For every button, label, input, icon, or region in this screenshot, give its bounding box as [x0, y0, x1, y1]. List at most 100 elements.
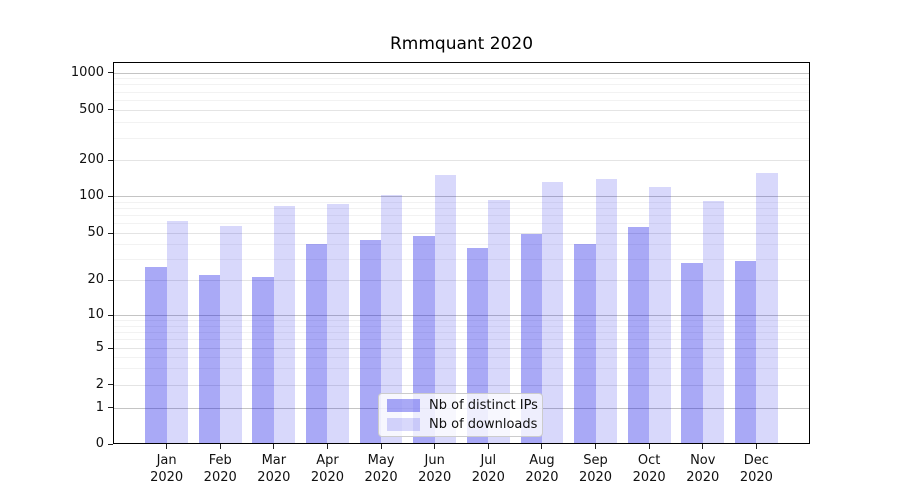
bar-downloads-jul [488, 199, 510, 443]
y-tick-mark [108, 279, 113, 281]
x-tick-label: Aug 2020 [525, 453, 559, 485]
bar-distinct-ips-jun [413, 236, 435, 443]
y-tick-mark [108, 195, 113, 197]
y-tick-label: 500 [79, 101, 104, 117]
y-tick-mark [108, 443, 113, 445]
gridline-minor [114, 259, 809, 261]
x-tick-mark [380, 444, 382, 449]
x-tick-mark [219, 444, 221, 449]
bar-downloads-apr [327, 204, 349, 443]
y-tick-label: 50 [87, 225, 104, 240]
y-tick-label: 1000 [70, 64, 104, 80]
gridline-major [114, 315, 809, 316]
x-tick-mark [702, 444, 704, 449]
y-tick-mark [108, 72, 113, 73]
bar-distinct-ips-jan [145, 266, 167, 443]
y-tick-mark [108, 109, 113, 110]
y-tick-label: 1 [95, 399, 104, 415]
gridline-minor [114, 84, 809, 86]
gridline-minor [114, 331, 809, 333]
bar-distinct-ips-feb [198, 275, 221, 443]
legend-item-distinct-ips: Nb of distinct IPs [387, 398, 542, 414]
x-tick-mark [326, 444, 328, 449]
y-tick-label: 200 [79, 152, 104, 167]
bar-downloads-dec [756, 173, 778, 443]
legend-swatch-distinct-ips [387, 399, 420, 412]
chart-title: Rmmquant 2020 [389, 34, 534, 54]
legend-item-downloads: Nb of downloads [387, 417, 542, 433]
x-tick-mark [434, 444, 436, 449]
y-tick-mark [108, 407, 113, 408]
x-tick-label: May 2020 [364, 453, 398, 485]
bar-distinct-ips-oct [627, 226, 650, 443]
gridline-minor [114, 356, 809, 358]
x-tick-label: Jun 2020 [418, 453, 452, 485]
y-tick-label: 20 [87, 272, 104, 287]
x-tick-mark [487, 444, 489, 449]
gridline-sub [114, 348, 809, 349]
x-tick-mark [755, 444, 757, 449]
legend-label-distinct-ips: Nb of distinct IPs [429, 398, 538, 413]
bar-distinct-ips-nov [681, 262, 703, 443]
gridline-minor [114, 368, 809, 370]
y-tick-mark [108, 159, 113, 161]
legend-label-downloads: Nb of downloads [429, 417, 538, 432]
bar-distinct-ips-may [359, 239, 382, 443]
y-tick-label: 0 [95, 436, 104, 451]
bar-downloads-oct [649, 186, 671, 443]
x-tick-mark [273, 444, 275, 449]
y-tick-label: 5 [95, 340, 104, 355]
gridline-minor [114, 244, 809, 246]
x-tick-label: Oct 2020 [632, 453, 666, 485]
gridline-minor [114, 99, 809, 101]
x-tick-mark [541, 444, 543, 449]
gridline-minor [114, 207, 809, 209]
x-tick-label: Nov 2020 [686, 453, 720, 485]
gridline-minor [114, 201, 809, 203]
bar-downloads-feb [220, 226, 242, 443]
bar-distinct-ips-dec [734, 260, 757, 443]
y-tick-label: 10 [87, 307, 104, 322]
x-tick-label: Apr 2020 [310, 453, 344, 485]
bar-downloads-may [381, 195, 403, 443]
legend-swatch-downloads [387, 418, 420, 431]
gridline-minor [114, 339, 809, 341]
gridline-sub [114, 109, 809, 111]
bar-downloads-nov [702, 201, 725, 443]
gridline-sub [114, 280, 809, 281]
y-tick-mark [108, 384, 113, 385]
gridline-major [114, 196, 809, 197]
y-tick-label: 100 [79, 188, 104, 203]
gridline-sub [114, 160, 809, 161]
gridline-major [114, 72, 809, 74]
x-tick-mark [595, 444, 597, 449]
y-tick-mark [108, 347, 113, 349]
bar-distinct-ips-sep [574, 244, 596, 443]
bar-downloads-mar [273, 205, 296, 443]
gridline-minor [114, 325, 809, 327]
bar-downloads-jan [166, 220, 188, 443]
bar-distinct-ips-apr [306, 244, 328, 443]
gridline-minor [114, 121, 809, 123]
x-tick-label: Jan 2020 [150, 453, 184, 485]
gridline-minor [114, 91, 809, 93]
gridline-minor [114, 215, 809, 217]
bar-downloads-sep [595, 178, 617, 443]
gridline-minor [114, 223, 809, 225]
x-tick-label: Mar 2020 [257, 453, 291, 485]
bar-downloads-jun [434, 174, 457, 443]
gridline-sub [114, 384, 809, 386]
gridline-minor [114, 137, 809, 139]
legend: Nb of distinct IPs Nb of downloads [378, 393, 543, 437]
x-tick-label: Dec 2020 [739, 453, 773, 485]
gridline-minor [114, 78, 809, 80]
x-tick-label: Jul 2020 [471, 453, 505, 485]
x-tick-label: Sep 2020 [578, 453, 613, 485]
x-tick-mark [166, 444, 168, 449]
gridline-minor [114, 320, 809, 322]
y-tick-mark [108, 314, 113, 316]
x-tick-mark [648, 444, 650, 449]
y-tick-mark [108, 232, 113, 234]
x-tick-label: Feb 2020 [203, 453, 237, 485]
